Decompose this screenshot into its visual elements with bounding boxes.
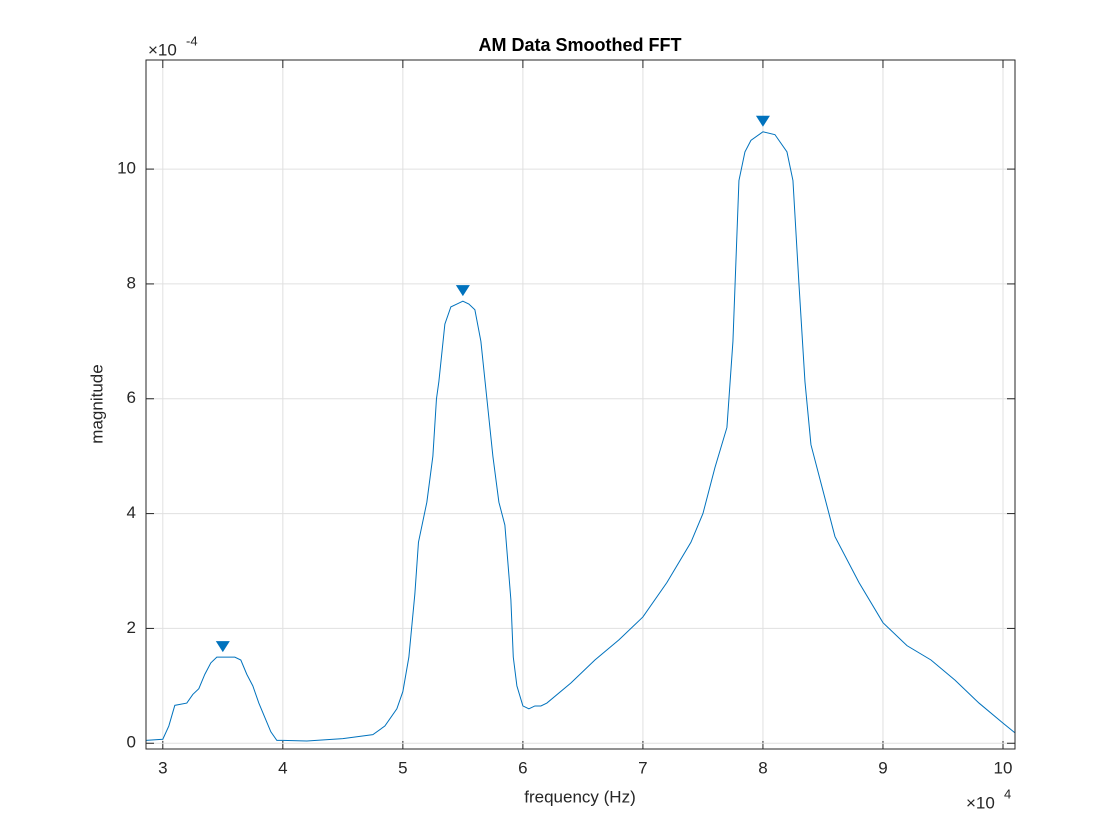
peak-marker — [455, 285, 470, 297]
y-tick-label: 6 — [127, 388, 136, 407]
x-multiplier: ×10 — [966, 793, 995, 812]
plot-area — [146, 60, 1015, 749]
y-tick-label: 10 — [117, 159, 136, 178]
y-tick-label: 4 — [127, 503, 136, 522]
y-tick-label: 2 — [127, 618, 136, 637]
x-exponent: 4 — [1004, 786, 1011, 801]
axes-box — [145, 59, 1016, 750]
x-tick-label: 8 — [758, 758, 767, 777]
chart-title: AM Data Smoothed FFT — [479, 35, 682, 55]
peak-marker — [215, 641, 230, 653]
x-tick-label: 9 — [878, 758, 887, 777]
data-line — [145, 131, 1016, 742]
peak-marker — [755, 115, 770, 127]
x-tick-label: 4 — [278, 758, 287, 777]
y-axis-label: magnitude — [87, 364, 106, 443]
x-tick-label: 10 — [994, 758, 1013, 777]
y-exponent: -4 — [186, 33, 198, 48]
y-tick-label: 0 — [127, 733, 136, 752]
x-axis-label: frequency (Hz) — [524, 787, 635, 806]
x-tick-label: 6 — [518, 758, 527, 777]
x-tick-label: 7 — [638, 758, 647, 777]
y-tick-label: 8 — [127, 273, 136, 292]
x-tick-label: 5 — [398, 758, 407, 777]
x-tick-label: 3 — [158, 758, 167, 777]
y-multiplier: ×10 — [148, 40, 177, 59]
